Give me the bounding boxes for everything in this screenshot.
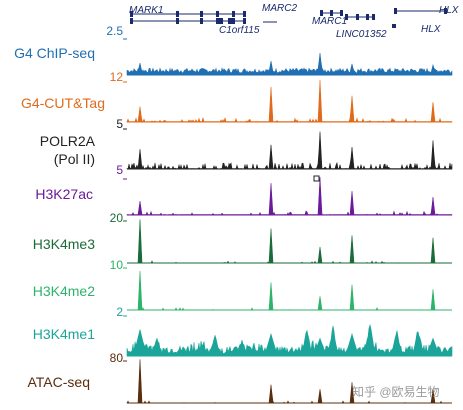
track-label-g4-cuttag: G4-CUT&Tag (20, 95, 105, 111)
scale-h3k4me2: 10 (109, 258, 123, 272)
gene-exon-linc01352 (392, 24, 396, 28)
track-label-h3k4me1: H3K4me1 (32, 326, 95, 342)
scale-g4-chipseq: 2.5 (106, 24, 123, 38)
gene-label-linc01352: LINC01352 (336, 29, 387, 40)
gene-exon-marc2-2 (340, 10, 343, 16)
gene-exon-mark1-b-3 (216, 18, 219, 24)
track-signal-h3k4me2 (127, 270, 452, 311)
gene-label-mark1: MARK1 (129, 5, 164, 16)
track-label-g4-chipseq: G4 ChIP-seq (14, 45, 95, 61)
gene-exon-mark1-b-5 (243, 18, 246, 24)
scale-polr2a: 5 (116, 117, 123, 131)
track-signal-h3k4me3 (127, 219, 452, 264)
scale-h3k4me3: 20 (109, 211, 123, 225)
track-label-polr2a: POLR2A (39, 133, 95, 149)
track-label-h3k4me3: H3K4me3 (32, 236, 95, 252)
scale-atac: 80 (109, 351, 123, 365)
gene-exon-hlx-1 (444, 8, 447, 14)
gene-exon-mark1-a-0 (130, 11, 133, 17)
gene-exon-c1orf115-0 (219, 18, 223, 24)
gene-exon-mark1-b-2 (200, 18, 203, 24)
scale-g4-cuttag: 12 (109, 70, 123, 84)
track-signal-atac (126, 359, 452, 404)
track-signal-g4-chipseq (126, 52, 453, 76)
track-label-h3k27ac: H3K27ac (35, 186, 93, 202)
track-label-h3k4me2: H3K4me2 (32, 283, 95, 299)
gene-exon-marc2-0 (320, 10, 323, 16)
track-signal-h3k4me1 (126, 323, 453, 357)
gene-exon-marc1-2 (366, 14, 369, 20)
scale-h3k4me1: 2 (116, 305, 123, 319)
track-label-atac: ATAC-seq (27, 374, 91, 390)
gene-exon-marc1-3 (372, 14, 375, 20)
gene-exon-marc1-1 (356, 14, 359, 20)
gene-label-c1orf115: C1orf115 (219, 25, 260, 36)
gene-label-marc2: MARC2 (262, 3, 298, 14)
gene-exon-hlx-0 (394, 8, 397, 14)
gene-exon-mark1-b-0 (130, 18, 133, 24)
gene-exon-mark1-a-3 (216, 11, 219, 17)
gene-exon-mark1-b-4 (232, 18, 235, 24)
gene-exon-mark1-a-4 (232, 11, 235, 17)
gene-exon-marc2-1 (330, 10, 333, 16)
gene-exon-mark1-a-2 (200, 11, 203, 17)
scale-h3k27ac: 5 (116, 163, 123, 177)
track-signal-polr2a (126, 131, 453, 170)
track-signal-h3k27ac (126, 176, 453, 216)
gene-label-marc1: MARC1 (312, 16, 348, 27)
track-label-polr2a-sub: (Pol II) (53, 151, 95, 167)
gene-exon-mark1-a-1 (176, 11, 179, 17)
gene-label-hlx-top: HLX (439, 5, 459, 16)
gene-exon-mark1-a-5 (243, 11, 246, 17)
gene-exon-marc1-0 (345, 14, 348, 20)
region-marker (313, 175, 320, 182)
watermark: 知乎 @欧易生物 (352, 385, 440, 399)
gene-label-hlx-bottom: HLX (421, 24, 441, 35)
gene-exon-mark1-b-1 (176, 18, 179, 24)
gene-exon-c1orf115-1 (228, 18, 232, 24)
track-signal-g4-cuttag (126, 80, 453, 123)
